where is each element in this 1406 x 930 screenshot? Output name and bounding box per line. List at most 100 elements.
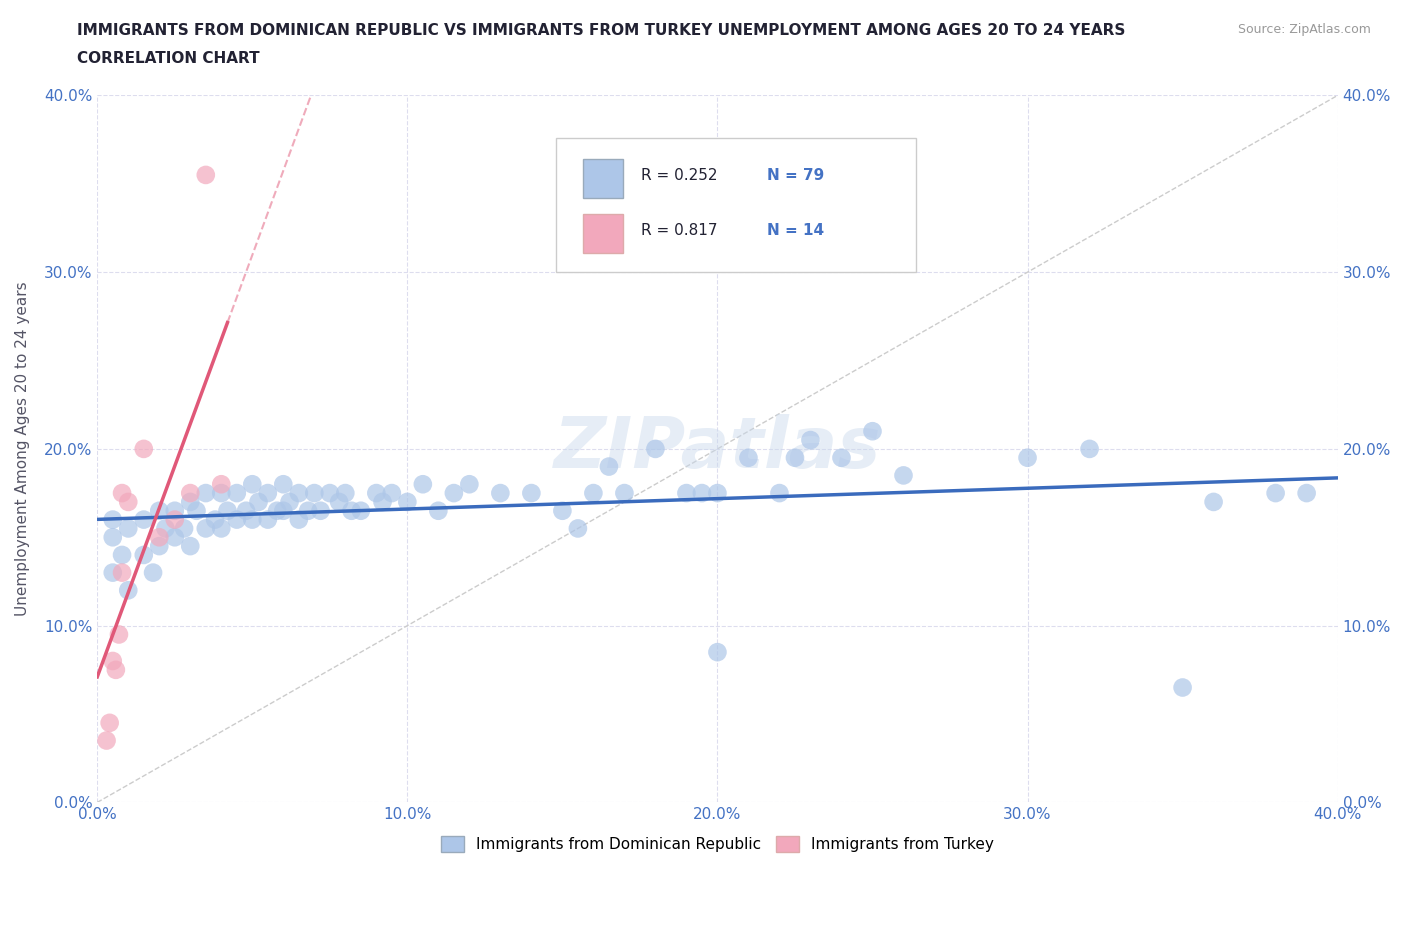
Text: N = 14: N = 14: [768, 223, 824, 238]
Point: [350, 503, 373, 518]
Point: [412, 477, 434, 492]
Point: [288, 512, 311, 527]
Point: [567, 521, 589, 536]
Point: [194, 485, 217, 500]
Point: [179, 485, 201, 500]
Point: [1078, 442, 1101, 457]
Point: [142, 565, 165, 580]
Point: [304, 485, 326, 500]
Text: CORRELATION CHART: CORRELATION CHART: [77, 51, 260, 66]
Point: [737, 450, 759, 465]
Point: [309, 503, 332, 518]
Bar: [583, 159, 623, 198]
Point: [783, 450, 806, 465]
Point: [148, 503, 170, 518]
Point: [675, 485, 697, 500]
Point: [163, 503, 186, 518]
Point: [319, 485, 342, 500]
Point: [271, 503, 294, 518]
Point: [225, 512, 247, 527]
Point: [381, 485, 404, 500]
Point: [186, 503, 208, 518]
Point: [217, 503, 239, 518]
Point: [340, 503, 363, 518]
Point: [288, 485, 311, 500]
Point: [1171, 680, 1194, 695]
Point: [396, 495, 419, 510]
Point: [862, 424, 884, 439]
Text: Source: ZipAtlas.com: Source: ZipAtlas.com: [1237, 23, 1371, 36]
Point: [117, 495, 139, 510]
Point: [893, 468, 915, 483]
Point: [335, 485, 357, 500]
Point: [96, 733, 118, 748]
Point: [194, 521, 217, 536]
Text: IMMIGRANTS FROM DOMINICAN REPUBLIC VS IMMIGRANTS FROM TURKEY UNEMPLOYMENT AMONG : IMMIGRANTS FROM DOMINICAN REPUBLIC VS IM…: [77, 23, 1126, 38]
Point: [443, 485, 465, 500]
Point: [194, 167, 217, 182]
Point: [706, 485, 728, 500]
Point: [690, 485, 713, 500]
Point: [204, 512, 226, 527]
Point: [148, 538, 170, 553]
Point: [598, 459, 620, 474]
Point: [240, 477, 263, 492]
Point: [179, 538, 201, 553]
Point: [328, 495, 350, 510]
Point: [256, 512, 278, 527]
Point: [706, 644, 728, 659]
Point: [155, 521, 177, 536]
Text: R = 0.252: R = 0.252: [641, 167, 717, 183]
Point: [148, 530, 170, 545]
Point: [266, 503, 288, 518]
Point: [768, 485, 790, 500]
Point: [101, 512, 124, 527]
Point: [98, 715, 121, 730]
Point: [108, 627, 131, 642]
Point: [101, 654, 124, 669]
Point: [458, 477, 481, 492]
Point: [209, 485, 232, 500]
Point: [111, 548, 134, 563]
Point: [427, 503, 450, 518]
Point: [247, 495, 270, 510]
Point: [1264, 485, 1286, 500]
Point: [117, 521, 139, 536]
Bar: [583, 214, 623, 253]
Y-axis label: Unemployment Among Ages 20 to 24 years: Unemployment Among Ages 20 to 24 years: [15, 282, 30, 617]
Point: [830, 450, 852, 465]
Point: [132, 512, 155, 527]
Point: [209, 521, 232, 536]
Point: [799, 432, 821, 447]
Point: [240, 512, 263, 527]
Point: [132, 548, 155, 563]
Legend: Immigrants from Dominican Republic, Immigrants from Turkey: Immigrants from Dominican Republic, Immi…: [434, 830, 1000, 858]
Point: [271, 477, 294, 492]
Point: [256, 485, 278, 500]
Text: R = 0.817: R = 0.817: [641, 223, 717, 238]
Point: [366, 485, 388, 500]
Point: [209, 477, 232, 492]
Point: [225, 485, 247, 500]
Point: [371, 495, 394, 510]
Text: ZIPatlas: ZIPatlas: [554, 415, 882, 484]
Point: [613, 485, 636, 500]
Point: [179, 495, 201, 510]
Point: [520, 485, 543, 500]
Point: [1202, 495, 1225, 510]
Point: [297, 503, 319, 518]
Point: [104, 662, 127, 677]
Point: [111, 485, 134, 500]
Point: [101, 530, 124, 545]
Point: [111, 565, 134, 580]
FancyBboxPatch shape: [557, 138, 915, 272]
Point: [117, 583, 139, 598]
Point: [582, 485, 605, 500]
Point: [1017, 450, 1039, 465]
Point: [101, 565, 124, 580]
Point: [644, 442, 666, 457]
Text: N = 79: N = 79: [768, 167, 824, 183]
Point: [235, 503, 257, 518]
Point: [1295, 485, 1317, 500]
Point: [278, 495, 301, 510]
